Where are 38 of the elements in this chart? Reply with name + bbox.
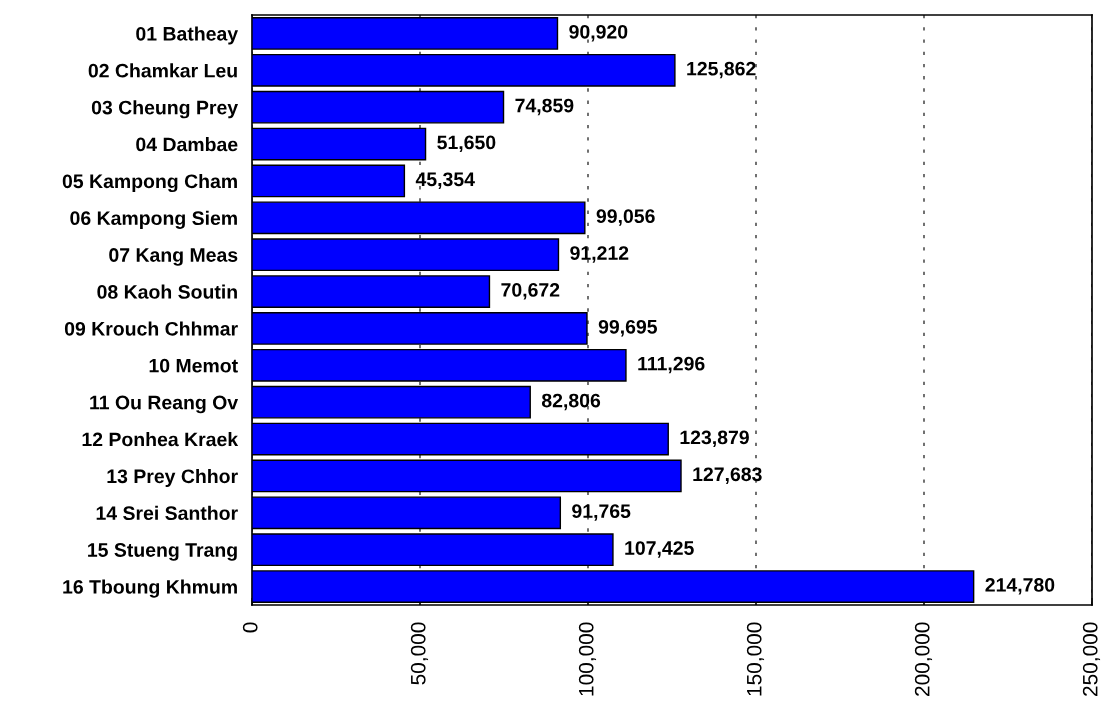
- y-tick-label: 10 Memot: [149, 358, 238, 373]
- y-tick-label: 16 Tboung Khmum: [63, 579, 237, 598]
- data-label: 123,879: [680, 430, 749, 448]
- y-tick-label: 15 Stueng Trang: [88, 543, 237, 561]
- x-tick-label: 50,000: [410, 622, 429, 685]
- data-label: 127,683: [693, 467, 762, 484]
- data-label: 70,672: [501, 283, 560, 300]
- y-tick-label: 08 Kaoh Soutin: [97, 284, 237, 299]
- x-tick-label: 0: [242, 622, 258, 633]
- data-label: 45,354: [415, 172, 475, 189]
- data-label: 51,650: [437, 135, 496, 153]
- y-tick-label: 01 Batheay: [136, 26, 239, 45]
- data-label: 125,862: [687, 61, 756, 79]
- y-tick-label: 06 Kampong Siem: [70, 210, 237, 229]
- data-label: 82,806: [541, 393, 601, 411]
- y-tick-label: 09 Krouch Chhmar: [64, 321, 238, 336]
- data-label: 91,212: [570, 246, 629, 263]
- data-label: 99,695: [598, 319, 658, 337]
- y-tick-label: 07 Kang Meas: [109, 248, 238, 266]
- data-label: 74,859: [515, 98, 574, 116]
- data-label: 107,425: [625, 541, 694, 558]
- data-label: 214,780: [985, 578, 1055, 595]
- y-tick-label: 02 Chamkar Leu: [88, 63, 237, 78]
- x-tick-label: 150,000: [746, 622, 765, 696]
- data-label: 99,056: [596, 209, 655, 226]
- data-label: 111,296: [638, 356, 705, 374]
- data-label: 91,765: [572, 504, 631, 521]
- y-tick-label: 14 Srei Santhor: [96, 505, 238, 521]
- y-tick-label: 12 Ponhea Kraek: [82, 432, 239, 447]
- data-label: 90,920: [569, 24, 628, 42]
- x-tick-label: 200,000: [914, 622, 933, 696]
- y-tick-label: 13 Prey Chhor: [107, 468, 238, 488]
- x-tick-label: 100,000: [578, 622, 597, 696]
- y-tick-label: 05 Kampong Cham: [62, 173, 237, 193]
- y-tick-label: 04 Dambae: [136, 137, 238, 152]
- y-tick-label: 03 Cheung Prey: [91, 100, 239, 119]
- y-tick-label: 11 Ou Reang Ov: [90, 395, 239, 414]
- x-tick-label: 250,000: [1082, 622, 1101, 696]
